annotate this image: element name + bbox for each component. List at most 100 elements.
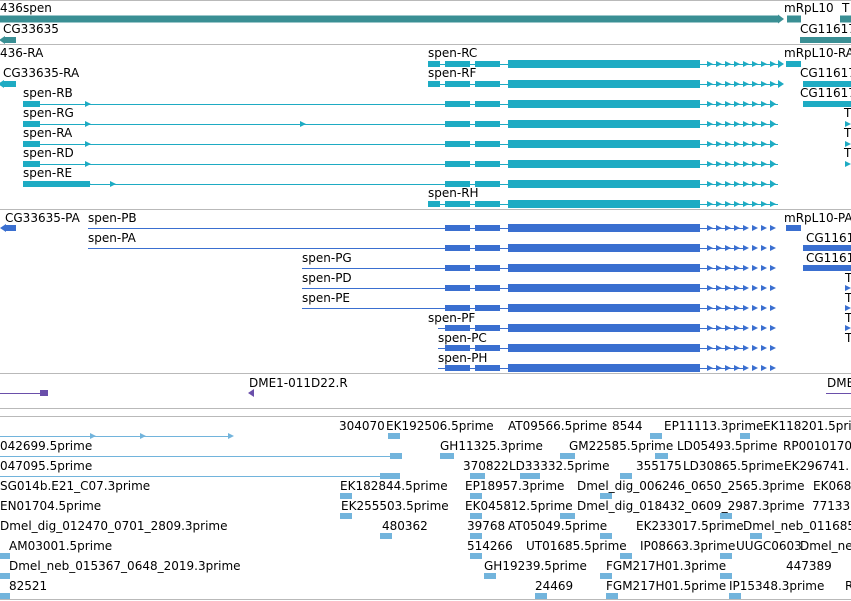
est-label[interactable]: LD05493.5prime (677, 439, 778, 453)
est-label[interactable]: FGM217H01.5prime (606, 579, 727, 593)
est-label[interactable]: EK068 (813, 479, 851, 493)
est-label[interactable]: EK118201.5prime (763, 419, 851, 433)
transcript-label[interactable]: CG11617 (800, 86, 851, 100)
cds-label[interactable]: spen-PH (438, 351, 488, 365)
est-label[interactable]: EK045812.5prime (465, 499, 573, 513)
gene-label[interactable]: CG11617 (800, 22, 851, 36)
est-label[interactable]: EK192506.5prime (386, 419, 494, 433)
est-label[interactable]: EP18957.3prime (465, 479, 565, 493)
est-label[interactable]: 8544 (612, 419, 643, 433)
transcript-label[interactable]: spen-RB (23, 86, 73, 100)
gene-label[interactable]: T (842, 1, 850, 15)
transcript-label[interactable]: mRpL10-RA (784, 46, 851, 60)
gene-label[interactable]: mRpL10 (784, 1, 834, 15)
transcript-label[interactable]: T (844, 106, 851, 120)
est-label[interactable]: 047095.5prime (0, 459, 93, 473)
transcript-label[interactable]: CG11617 (800, 66, 851, 80)
est-label[interactable]: Dmel_dig_012470_0701_2809.3prime (0, 519, 228, 533)
transcript-label[interactable]: spen-RG (23, 106, 74, 120)
est-label[interactable]: RP0010170 (783, 439, 851, 453)
est-label[interactable]: SG014b.E21_C07.3prime (0, 479, 151, 493)
track-separator (0, 0, 851, 1)
est-label[interactable]: FGM217H01.3prime (606, 559, 727, 573)
strand-arrow-right (707, 365, 713, 371)
cds-label[interactable]: CG33635-PA (5, 211, 80, 225)
gene-label[interactable]: CG33635 (3, 22, 59, 36)
est-label[interactable]: EK233017.5prime (636, 519, 744, 533)
clone-label[interactable]: DME1-011D22.R (249, 376, 348, 390)
est-label[interactable]: IP15348.3prime (729, 579, 825, 593)
est-label[interactable]: EK255503.5prime (341, 499, 449, 513)
cds-label[interactable]: spen-PB (88, 211, 137, 225)
est-label[interactable]: Dmel_ne (800, 539, 851, 553)
est-label[interactable]: Dmel_dig_018432_0609_2987.3prime (577, 499, 805, 513)
est-label[interactable]: EK182844.5prime (340, 479, 448, 493)
gene-label[interactable]: spen (23, 1, 52, 15)
est-label[interactable]: 304070 (339, 419, 385, 433)
strand-arrow-left (0, 36, 5, 44)
transcript-label[interactable]: T (844, 126, 851, 140)
est-label[interactable]: 514266 (467, 539, 513, 553)
est-label[interactable]: AT09566.5prime (508, 419, 608, 433)
est-label[interactable]: EP11113.3prime (664, 419, 764, 433)
transcript-label[interactable]: CG33635-RA (3, 66, 80, 80)
transcript-label[interactable]: spen-RC (428, 46, 478, 60)
est-label[interactable]: Dmel_neb_011685 (743, 519, 851, 533)
cds-label[interactable]: spen-PD (302, 271, 352, 285)
est-label[interactable]: 77133 (812, 499, 851, 513)
transcript-label[interactable]: spen-RD (23, 146, 74, 160)
est-label[interactable]: R (845, 579, 851, 593)
strand-arrow-right (752, 141, 758, 147)
est-label[interactable]: Dmel_neb_015367_0648_2019.3prime (9, 559, 241, 573)
est-label[interactable]: UT01685.5prime (526, 539, 627, 553)
transcript-label[interactable]: spen-RH (428, 186, 479, 200)
cds-label[interactable]: T (845, 311, 851, 325)
est-label[interactable]: Dmel_dig_006246_0650_2565.3prime (577, 479, 805, 493)
exon-block (750, 533, 762, 539)
cds-label[interactable]: T (845, 271, 851, 285)
exon-block (5, 37, 16, 43)
cds-label[interactable]: spen-PC (438, 331, 487, 345)
est-label[interactable]: UUGC0603 (736, 539, 802, 553)
est-label[interactable]: GM22585.5prime (569, 439, 674, 453)
cds-label[interactable]: CG1161 (806, 251, 851, 265)
exon-block (445, 161, 470, 167)
est-label[interactable]: 39768 (467, 519, 506, 533)
gene-label[interactable]: 436 (0, 1, 23, 15)
est-label[interactable]: GH19239.5prime (484, 559, 587, 573)
est-label[interactable]: 82521 (9, 579, 48, 593)
est-label[interactable]: LD33332.5prime (509, 459, 610, 473)
strand-arrow-right (725, 305, 731, 311)
est-label[interactable]: EK296741. (784, 459, 850, 473)
strand-arrow-right (743, 61, 749, 67)
clone-label[interactable]: DME (827, 376, 851, 390)
transcript-label[interactable]: spen-RE (23, 166, 73, 180)
est-label[interactable]: 370822 (463, 459, 509, 473)
transcript-label[interactable]: 436-RA (0, 46, 44, 60)
transcript-label[interactable]: spen-RF (428, 66, 477, 80)
est-label[interactable]: AT05049.5prime (508, 519, 608, 533)
est-label[interactable]: 355175 (636, 459, 682, 473)
cds-label[interactable]: CG1161 (806, 231, 851, 245)
est-label[interactable]: 24469 (535, 579, 574, 593)
strand-arrow-right (743, 365, 749, 371)
cds-label[interactable]: T (845, 331, 851, 345)
est-label[interactable]: EN01704.5prime (0, 499, 102, 513)
cds-label[interactable]: spen-PA (88, 231, 136, 245)
est-label[interactable]: 480362 (382, 519, 428, 533)
est-label[interactable]: 042699.5prime (0, 439, 93, 453)
transcript-label[interactable]: spen-RA (23, 126, 73, 140)
strand-arrow-right (761, 285, 767, 291)
est-label[interactable]: AM03001.5prime (9, 539, 113, 553)
cds-label[interactable]: spen-PE (302, 291, 351, 305)
transcript-label[interactable]: T (844, 146, 851, 160)
strand-arrow-right (761, 325, 767, 331)
cds-label[interactable]: mRpL10-PA (784, 211, 851, 225)
est-label[interactable]: GH11325.3prime (440, 439, 543, 453)
est-label[interactable]: LD30865.5prime (683, 459, 784, 473)
est-label[interactable]: 447389 (786, 559, 832, 573)
est-label[interactable]: IP08663.3prime (640, 539, 736, 553)
cds-label[interactable]: T (845, 291, 851, 305)
cds-label[interactable]: spen-PG (302, 251, 352, 265)
cds-label[interactable]: spen-PF (428, 311, 476, 325)
